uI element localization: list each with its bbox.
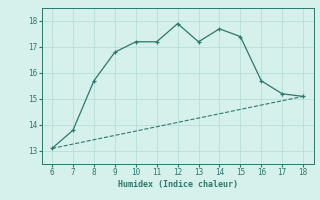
X-axis label: Humidex (Indice chaleur): Humidex (Indice chaleur) <box>118 180 237 189</box>
